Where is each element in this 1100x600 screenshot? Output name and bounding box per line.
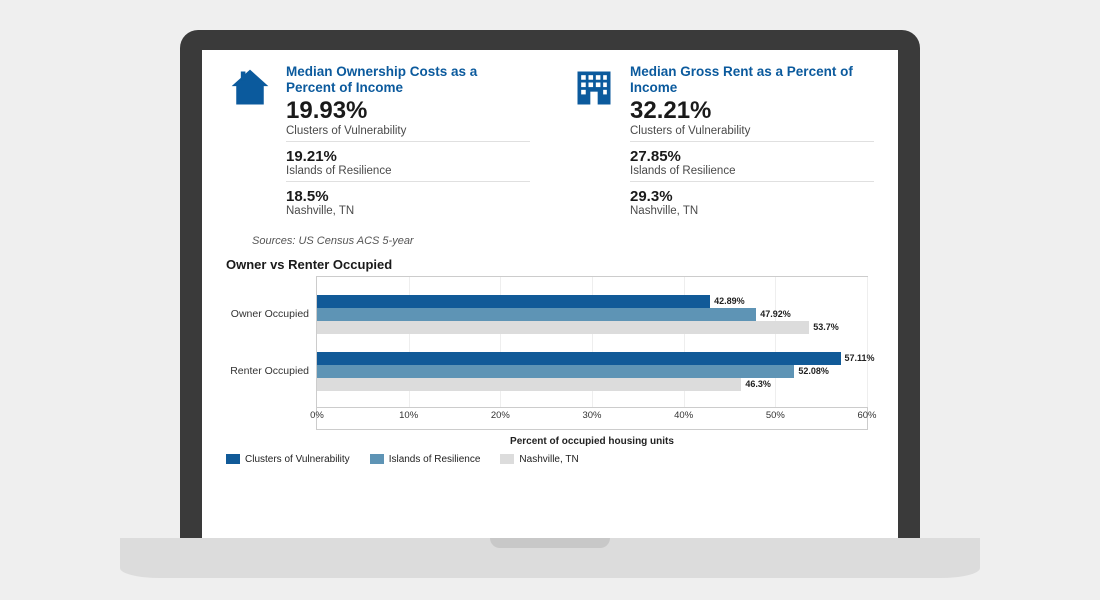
stat-title: Median Ownership Costs as a Percent of I… [286,64,530,96]
stat-label: Islands of Resilience [630,165,874,182]
stat-value: 19.21% [286,148,530,165]
apartment-icon [570,64,618,221]
chart-x-tick: 60% [857,410,876,421]
chart-bar-label: 47.92% [760,308,791,321]
legend-label: Clusters of Vulnerability [245,454,350,465]
dashboard-screen: Median Ownership Costs as a Percent of I… [202,50,898,538]
legend-swatch [226,454,240,464]
chart-bar: 47.92% [317,308,756,321]
stat-title: Median Gross Rent as a Percent of Income [630,64,874,96]
chart-bar: 53.7% [317,321,809,334]
laptop-notch [490,538,610,548]
chart-bar: 57.11% [317,352,841,365]
chart-x-title: Percent of occupied housing units [510,436,674,447]
chart-category-label: Renter Occupied [227,365,309,377]
chart-x-tick: 20% [491,410,510,421]
laptop-mockup: Median Ownership Costs as a Percent of I… [180,30,920,570]
stat-label: Clusters of Vulnerability [630,125,874,142]
chart-gridline [867,277,868,407]
stat-label: Nashville, TN [286,205,530,221]
chart-bar-label: 52.08% [798,365,829,378]
legend-item: Nashville, TN [500,454,578,465]
chart-owner-renter: 0%10%20%30%40%50%60% Percent of occupied… [316,276,868,430]
stat-value: 27.85% [630,148,874,165]
chart-bar: 52.08% [317,365,794,378]
stat-block-ownership: Median Ownership Costs as a Percent of I… [226,64,530,221]
stat-block-rent: Median Gross Rent as a Percent of Income… [570,64,874,221]
chart-bar-label: 53.7% [813,321,839,334]
chart-legend: Clusters of Vulnerability Islands of Resi… [226,454,874,465]
house-icon [226,64,274,221]
chart-bar-label: 42.89% [714,295,745,308]
chart-x-axis: 0%10%20%30%40%50%60% [317,407,867,429]
stat-value-big: 32.21% [630,98,874,124]
legend-swatch [500,454,514,464]
stat-label: Clusters of Vulnerability [286,125,530,142]
laptop-base [120,538,980,578]
chart-x-tick: 50% [766,410,785,421]
stat-value: 18.5% [286,188,530,205]
stats-row: Median Ownership Costs as a Percent of I… [226,64,874,221]
stat-label: Nashville, TN [630,205,874,221]
chart-gridline [775,277,776,407]
legend-item: Clusters of Vulnerability [226,454,350,465]
stat-value: 29.3% [630,188,874,205]
chart-x-tick: 30% [582,410,601,421]
laptop-screen-frame: Median Ownership Costs as a Percent of I… [180,30,920,538]
legend-swatch [370,454,384,464]
chart-x-tick: 0% [310,410,324,421]
legend-label: Nashville, TN [519,454,578,465]
chart-x-tick: 40% [674,410,693,421]
sources-label: Sources: US Census ACS 5-year [252,235,874,247]
stat-label: Islands of Resilience [286,165,530,182]
chart-bar-label: 57.11% [845,352,875,365]
legend-item: Islands of Resilience [370,454,481,465]
chart-x-tick: 10% [399,410,418,421]
legend-label: Islands of Resilience [389,454,481,465]
chart-bar: 46.3% [317,378,741,391]
chart-bar-label: 46.3% [745,378,771,391]
chart-category-label: Owner Occupied [227,308,309,320]
chart-title: Owner vs Renter Occupied [226,257,874,272]
chart-bar: 42.89% [317,295,710,308]
stat-value-big: 19.93% [286,98,530,124]
